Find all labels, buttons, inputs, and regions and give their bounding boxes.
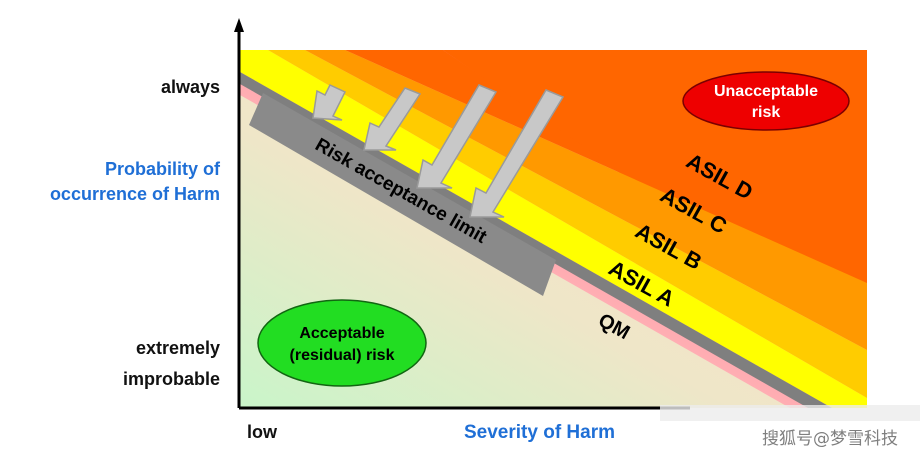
arrow-1 [312,84,347,121]
arrow-4 [469,89,565,218]
watermark: 搜狐号@梦雪科技 [762,429,898,449]
arrow-group [312,84,565,218]
risk-acceptance-limit-bar [249,93,556,296]
y-axis-always-label: always [160,77,220,97]
y-axis-arrowhead [234,18,244,32]
unacceptable-risk-label-1: Unacceptable [714,83,818,100]
x-axis-low-label: low [247,422,277,442]
acceptable-risk-label-2: (residual) risk [290,347,395,364]
arrow-3 [416,84,498,189]
unacceptable-risk-ellipse [682,71,850,131]
unacceptable-risk-label-2: risk [752,104,781,121]
acceptable-risk-label-1: Acceptable [299,325,384,342]
y-axis-improbable-label: improbable [122,369,220,389]
x-axis-title: Severity of Harm [464,422,616,443]
watermark-strip [660,405,920,421]
arrow-2 [363,87,422,151]
y-axis-title-line-1: Probability of [104,159,220,179]
y-axis-extremely-label: extremely [135,338,220,358]
qm-line [240,72,832,408]
y-axis-title-line-2: occurrence of Harm [49,184,220,204]
acceptable-risk-ellipse [257,299,427,387]
band-asil-a [240,50,867,408]
